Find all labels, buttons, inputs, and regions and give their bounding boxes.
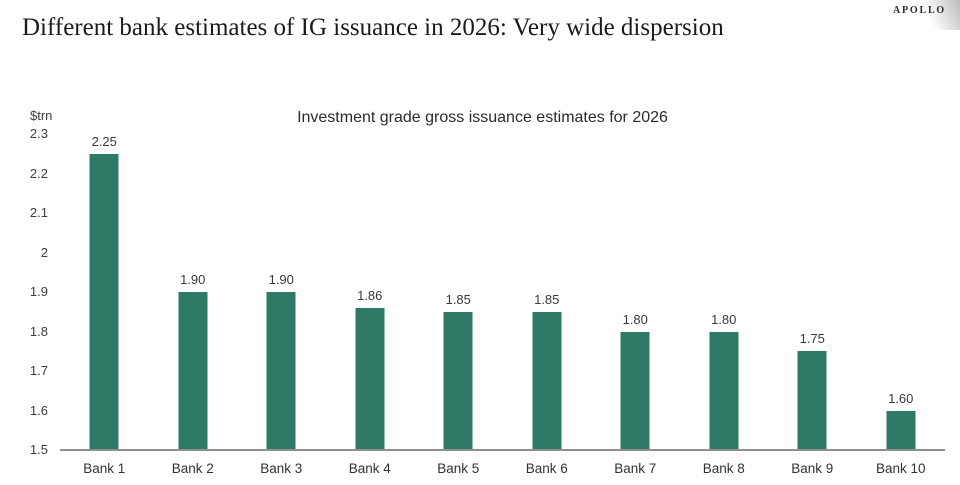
bar-value-label: 1.75 — [799, 331, 825, 347]
bar-bank-1 — [89, 153, 119, 450]
y-axis-tick-2.3: 2.3 — [29, 126, 48, 141]
bar-bank-5 — [443, 311, 473, 450]
bar-bank-8 — [709, 331, 739, 450]
bar-value-label: 1.90 — [268, 272, 294, 287]
y-axis-tick-2.1: 2.1 — [29, 205, 48, 220]
y-axis-tick-1.5: 1.5 — [29, 442, 48, 457]
bar-bank-7 — [620, 331, 650, 450]
x-axis-label: Bank 7 — [614, 461, 657, 476]
bar-group-bank-3: 1.90 Bank 3 — [237, 0, 326, 476]
x-axis-label: Bank 9 — [791, 461, 834, 476]
y-axis-tick-labels: 2.3 2.2 2.1 2 1.9 1.8 1.7 1.6 1.5 — [0, 0, 48, 460]
apollo-logo: APOLLO — [892, 5, 946, 16]
x-axis-label: Bank 5 — [437, 461, 480, 476]
bar-value-label: 2.25 — [91, 133, 117, 149]
x-axis-label: Bank 10 — [875, 461, 926, 476]
bar-bank-3 — [266, 292, 296, 450]
x-axis-label: Bank 6 — [525, 461, 568, 476]
x-axis-label: Bank 4 — [348, 461, 391, 476]
y-axis-tick-1.9: 1.9 — [29, 284, 48, 299]
bar-value-label: 1.80 — [711, 311, 737, 327]
bar-group-bank-5: 1.85 Bank 5 — [414, 0, 503, 476]
y-axis-tick-2.2: 2.2 — [29, 165, 48, 181]
bar-value-label: 1.90 — [180, 272, 206, 287]
bar-bank-9 — [797, 351, 827, 450]
bar-group-bank-2: 1.90 Bank 2 — [149, 0, 238, 476]
bar-group-bank-8: 1.80 Bank 8 — [680, 0, 769, 477]
y-axis-tick-1.6: 1.6 — [29, 402, 48, 418]
bar-bank-4 — [355, 307, 385, 450]
chart-title: Investment grade gross issuance estimate… — [297, 109, 668, 126]
y-axis-tick-1.8: 1.8 — [29, 323, 48, 339]
x-axis-label: Bank 2 — [171, 461, 214, 476]
plot-area: 2.25 Bank 1 1.90 Bank 2 1.90 Bank 3 1.86 Bank 4… — [60, 0, 946, 477]
bar-group-bank-4: 1.86 Bank 4 — [326, 0, 415, 476]
x-axis-label: Bank 1 — [83, 461, 126, 476]
bar-group-bank-10: 1.60 Bank 10 — [857, 0, 946, 477]
bar-group-bank-9: 1.75 Bank 9 — [768, 0, 857, 476]
bar-group-bank-6: 1.85 Bank 6 — [503, 0, 592, 476]
bar-value-label: 1.60 — [888, 390, 914, 406]
bar-bank-2 — [178, 292, 208, 450]
bar-group-bank-1: 2.25 Bank 1 — [60, 0, 149, 476]
bar-value-label: 1.85 — [534, 291, 560, 307]
y-axis-unit-label: $trn — [30, 108, 53, 123]
bar-value-label: 1.86 — [357, 287, 383, 303]
bar-bank-6 — [532, 311, 562, 450]
y-axis-tick-1.7: 1.7 — [29, 363, 48, 378]
x-axis-label: Bank 3 — [260, 461, 303, 476]
x-axis-line — [60, 449, 945, 451]
bar-value-label: 1.80 — [622, 311, 648, 327]
page-title: Different bank estimates of IG issuance … — [22, 14, 724, 41]
y-axis-tick-2: 2 — [40, 244, 48, 260]
bar-value-label: 1.85 — [445, 291, 471, 307]
x-axis-label: Bank 8 — [702, 461, 745, 476]
bar-group-bank-7: 1.80 Bank 7 — [591, 0, 680, 477]
bar-bank-10 — [886, 410, 916, 450]
